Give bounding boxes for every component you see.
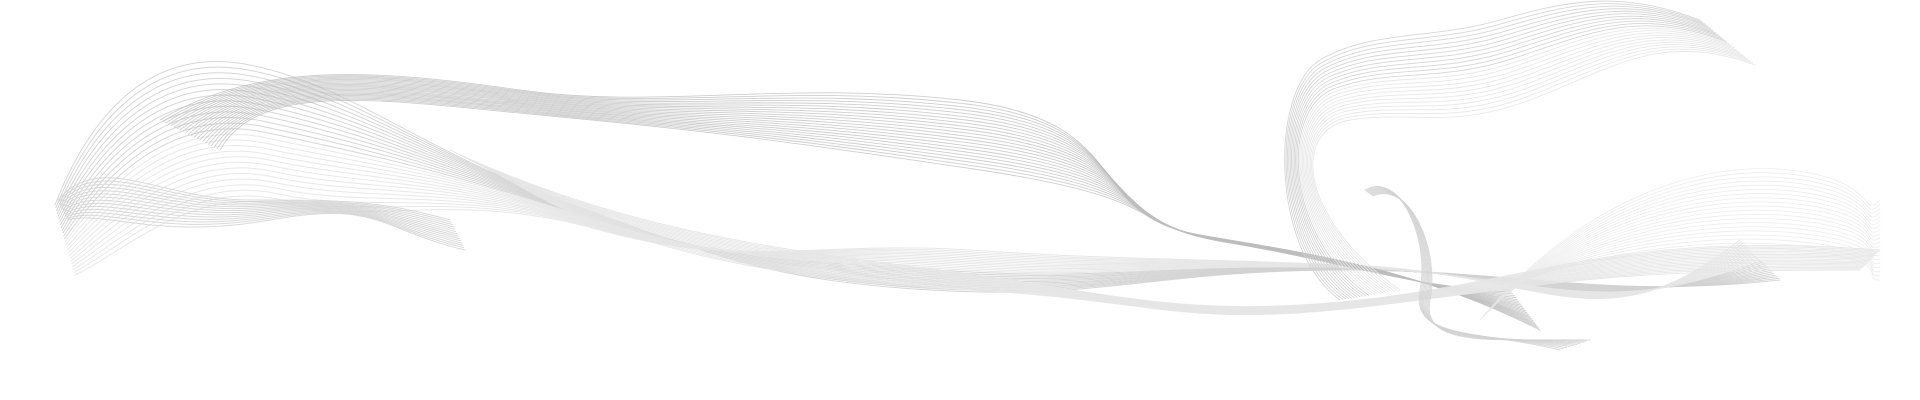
wave-line [1307,41,1745,293]
wave-line [1285,3,1704,300]
wave-line [64,205,461,242]
wave-line [62,196,458,235]
wave-line [1519,246,1881,281]
wave-line [1304,37,1740,294]
wave-line [168,77,1537,325]
wave-line [460,154,1877,309]
wave-line [474,161,1873,311]
wave-line [1301,32,1735,295]
wave-line [463,156,1876,309]
wave-line [65,210,464,246]
wave-line [67,212,466,251]
wave-line [1308,44,1748,292]
wave-line [456,153,1879,308]
wave-line [57,177,451,221]
wave-line [502,176,1863,315]
wave-line [1291,13,1714,299]
wave-line [1515,238,1881,285]
wave-line [1296,23,1725,297]
wave-line [1483,176,1881,317]
wave-line [470,160,1874,310]
wave-line [1492,193,1881,308]
wave-line [1295,20,1722,297]
wave-line [1513,234,1881,287]
wave-line [1303,34,1738,294]
wave-line [63,202,460,239]
wave-line [1485,180,1881,315]
wave-line [62,199,459,237]
wave-line [1284,0,1701,301]
wave-line [1300,30,1732,295]
wave-line [1498,205,1881,302]
wave-line [1309,46,1751,292]
wave-line [60,190,456,230]
wave-line [1299,27,1730,296]
wave-line [1479,168,1881,321]
wave-line [1502,213,1881,298]
wave-line [1504,218,1881,296]
wave-line [1286,5,1706,300]
wave-line [59,183,453,226]
wave-line [1494,197,1881,306]
wave-line [477,163,1872,311]
wave-line [498,174,1864,314]
wave-line [491,170,1867,313]
wave-line [1506,222,1881,294]
wave-line [1517,242,1881,283]
wave-line [1509,226,1881,291]
wave-line [481,165,1870,312]
wave-line [1305,39,1743,293]
wave-line [1500,209,1881,300]
wave-line [65,208,463,244]
wave-line [1488,184,1881,312]
wave-line [58,180,452,223]
wave-line [66,211,465,249]
wave-line [495,172,1866,314]
wave-line [467,158,1875,310]
wave-line [1297,25,1727,296]
wave-line [1312,51,1756,291]
wave-line [1496,201,1881,304]
wave-line [1288,8,1709,300]
wave-line [1490,188,1881,310]
wave-line [61,193,457,233]
wave-line [219,99,1511,291]
wave-line [484,167,1869,312]
wave-line [1289,10,1711,299]
wave-line [509,179,1861,316]
wave-line [488,168,1868,313]
wave-line [59,186,454,228]
wave-line [1311,48,1753,291]
wave-line [1292,15,1717,298]
wave-line [1511,230,1881,289]
wave-line [165,76,1538,327]
wave-line [1372,193,1591,341]
wave-line [506,177,1862,315]
wave-line [1481,172,1881,319]
wave-line [1293,18,1719,298]
